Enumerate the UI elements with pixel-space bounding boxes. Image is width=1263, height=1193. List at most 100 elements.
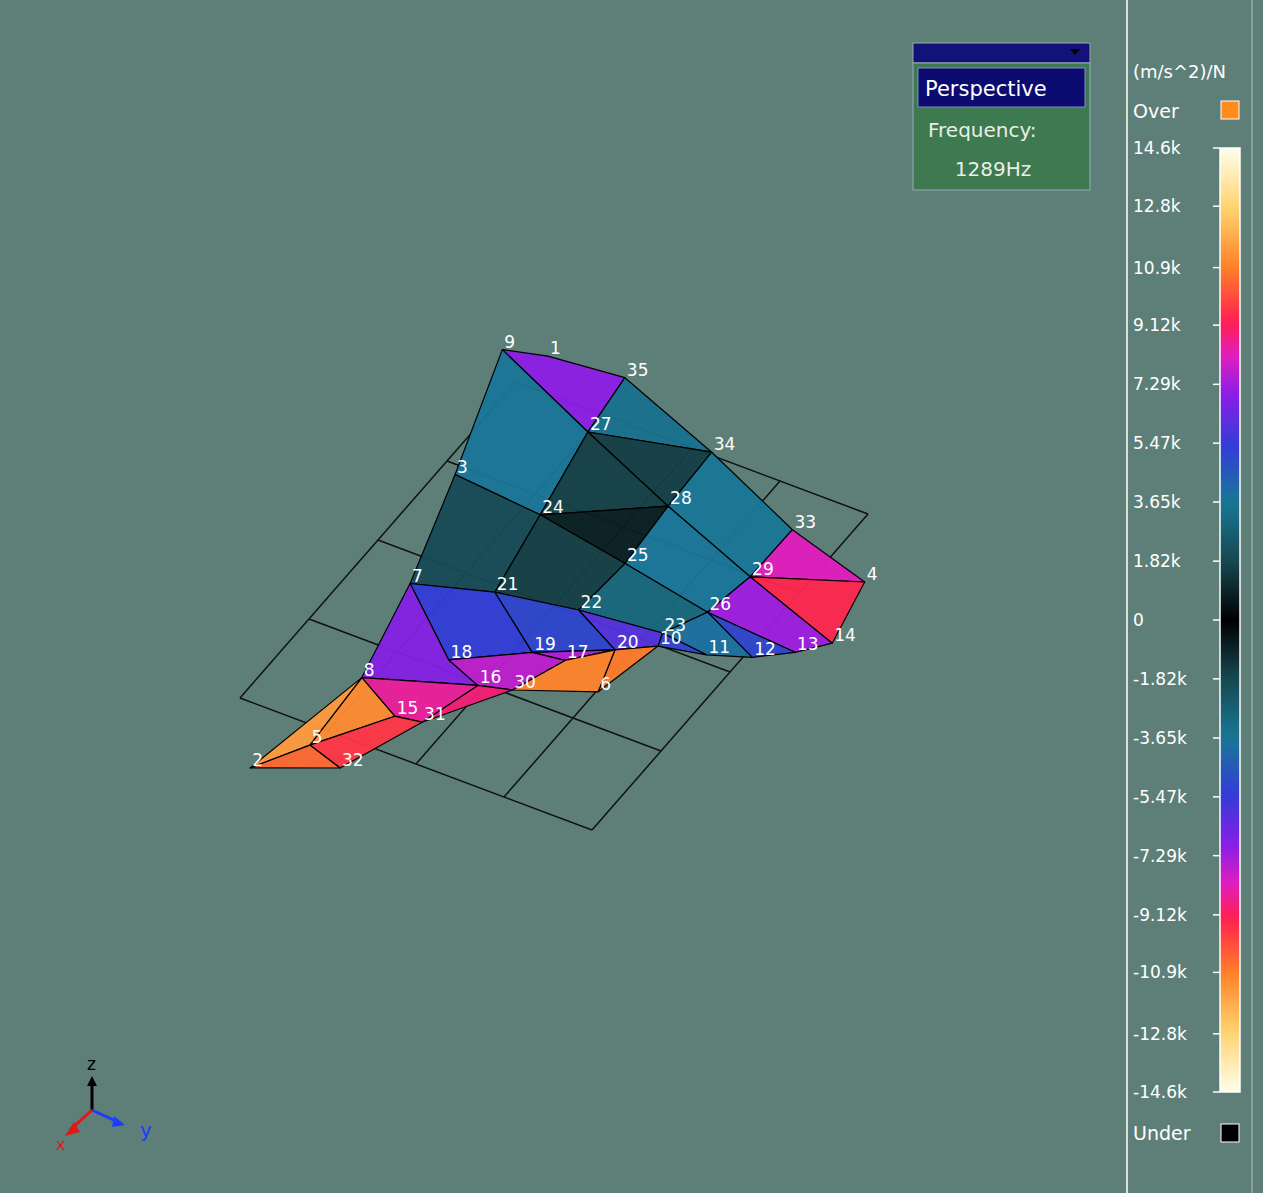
triad-z (91, 1084, 94, 1110)
over-label: Over (1133, 100, 1179, 122)
view-mode-box (918, 68, 1085, 107)
colorbar-tick (1213, 384, 1220, 386)
colorbar-tick (1213, 1033, 1220, 1035)
figure: 9135273432428332529472122262314131211102… (0, 0, 1263, 1193)
node-label: 29 (752, 559, 774, 579)
under-swatch (1221, 1124, 1239, 1142)
colorbar-tick (1213, 147, 1220, 149)
colorbar-tick (1213, 560, 1220, 562)
colorbar-tick-label: 14.6k (1133, 138, 1181, 158)
colorbar-tick-label: 1.82k (1133, 551, 1181, 571)
node-label: 24 (542, 497, 564, 517)
node-label: 25 (627, 545, 649, 565)
colorbar-unit: (m/s^2)/N (1133, 61, 1226, 82)
colorbar-tick-label: -14.6k (1133, 1082, 1187, 1102)
node-label: 15 (397, 698, 419, 718)
surface (250, 350, 865, 768)
triad-x-head (65, 1122, 80, 1136)
triad-x-label: x (56, 1135, 65, 1154)
colorbar-tick (1213, 324, 1220, 326)
colorbar-tick (1213, 205, 1220, 207)
node-label: 20 (617, 632, 639, 652)
node-label: 31 (424, 704, 446, 724)
colorbar-tick (1213, 267, 1220, 269)
surface-face (250, 745, 340, 768)
panel-edge (1252, 0, 1253, 1193)
colorbar-tick (1213, 737, 1220, 739)
colorbar-tick-label: 5.47k (1133, 433, 1181, 453)
triad-z-head (87, 1076, 97, 1086)
colorbar-tick-label: 10.9k (1133, 258, 1181, 278)
frequency-value: 1289Hz (955, 157, 1031, 181)
node-label: 17 (567, 642, 589, 662)
axis-triad: z y x (56, 1054, 152, 1154)
node-label: 19 (534, 634, 556, 654)
colorbar-tick-label: 9.12k (1133, 315, 1181, 335)
colorbar-tick (1213, 972, 1220, 974)
node-label: 10 (660, 628, 682, 648)
view-box: Perspective Frequency: 1289Hz (913, 43, 1090, 190)
node-label: 9 (504, 332, 515, 352)
panel-divider (1126, 0, 1128, 1193)
node-label: 28 (670, 488, 692, 508)
colorbar-tick (1213, 855, 1220, 857)
node-label: 21 (497, 574, 519, 594)
under-label: Under (1133, 1122, 1191, 1144)
colorbar-tick (1213, 501, 1220, 503)
node-label: 5 (312, 727, 323, 747)
node-label: 8 (364, 660, 375, 680)
node-label: 1 (550, 338, 561, 358)
background (0, 0, 1263, 1193)
node-label: 4 (867, 564, 878, 584)
node-label: 2 (252, 750, 263, 770)
colorbar-tick-label: -1.82k (1133, 669, 1187, 689)
colorbar-tick-label: -12.8k (1133, 1024, 1187, 1044)
node-label: 27 (590, 414, 612, 434)
colorbar-tick (1213, 1091, 1220, 1093)
node-label: 18 (451, 642, 473, 662)
node-label: 26 (709, 594, 731, 614)
colorbar-tick (1213, 678, 1220, 680)
view-panel (913, 63, 1090, 190)
surface-face (750, 530, 865, 582)
colorbar-tick-label: -9.12k (1133, 905, 1187, 925)
colorbar-tick-label: -7.29k (1133, 846, 1187, 866)
colorbar-tick-label: 3.65k (1133, 492, 1181, 512)
triad-y-label: y (140, 1118, 152, 1142)
node-label: 30 (514, 672, 536, 692)
node-labels: 9135273432428332529472122262314131211102… (252, 332, 877, 770)
colorbar-tick-label: -10.9k (1133, 962, 1187, 982)
colorbar-tick (1213, 796, 1220, 798)
over-swatch (1221, 101, 1239, 119)
colorbar-tick (1213, 914, 1220, 916)
view-mode: Perspective (925, 77, 1047, 101)
colorbar-tick (1213, 619, 1220, 621)
colorbar-tick (1213, 442, 1220, 444)
node-label: 16 (480, 667, 502, 687)
triad-z-label: z (87, 1054, 96, 1074)
node-label: 34 (714, 434, 736, 454)
colorbar: (m/s^2)/N Over Under 14.6k 12.8k 10.9k 9.12k 7.… (1133, 61, 1240, 1144)
node-label: 22 (581, 592, 603, 612)
node-label: 12 (754, 639, 776, 659)
node-label: 35 (627, 360, 649, 380)
colorbar-tick-label: -3.65k (1133, 728, 1187, 748)
colorbar-tick-label: 7.29k (1133, 374, 1181, 394)
triad-y-head (112, 1116, 125, 1127)
node-label: 13 (797, 634, 819, 654)
node-label: 14 (834, 625, 856, 645)
node-label: 32 (342, 750, 364, 770)
dropdown-arrow (1070, 49, 1080, 55)
colorbar-ramp (1220, 148, 1240, 1092)
node-label: 7 (412, 566, 423, 586)
node-label: 11 (708, 637, 730, 657)
frequency-label: Frequency: (928, 118, 1037, 142)
colorbar-tick-label: 0 (1133, 610, 1144, 630)
node-label: 3 (457, 457, 468, 477)
node-label: 33 (794, 512, 816, 532)
node-label: 6 (600, 674, 611, 694)
colorbar-tick-label: 12.8k (1133, 196, 1181, 216)
view-header (913, 43, 1090, 63)
colorbar-tick-label: -5.47k (1133, 787, 1187, 807)
grid-line (240, 698, 592, 830)
